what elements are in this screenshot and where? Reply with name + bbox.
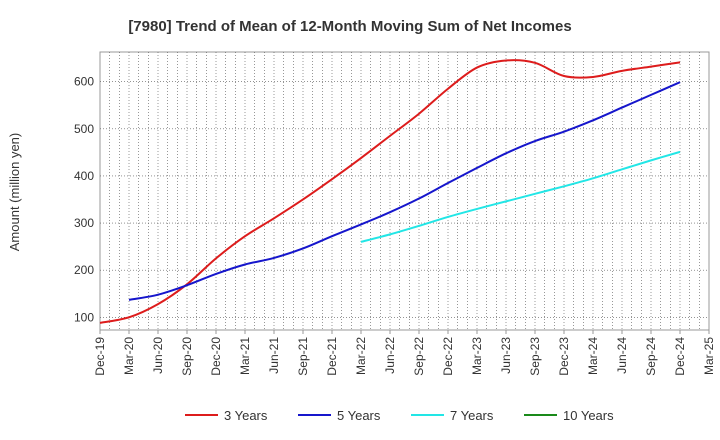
legend-label-5-years: 5 Years: [337, 408, 381, 423]
series-group: [99, 59, 681, 324]
x-tick-label: Dec-20: [209, 337, 223, 376]
series-line-7-years: [360, 150, 681, 243]
x-tick-label: Dec-23: [557, 337, 571, 376]
x-tick-label: Mar-23: [470, 337, 484, 375]
x-tick-label: Dec-22: [441, 337, 455, 376]
chart-title: [7980] Trend of Mean of 12-Month Moving …: [128, 18, 571, 35]
axes: 100 200 300 400 500 600 Dec-19 Mar-20 Jun-20 Sep-…: [74, 75, 716, 376]
legend: 3 Years 5 Years 7 Years 10 Years: [185, 408, 614, 423]
y-tick-label: 400: [74, 169, 94, 183]
grid: [99, 51, 710, 331]
y-tick-label: 500: [74, 122, 94, 136]
x-tick-label: Sep-20: [180, 337, 194, 376]
x-tick-label: Jun-20: [151, 337, 165, 374]
plot-area: [99, 51, 710, 331]
x-tick-label: Dec-19: [93, 337, 107, 376]
x-tick-label: Jun-23: [499, 337, 513, 374]
x-tick-label: Dec-24: [673, 337, 687, 376]
x-tick-label: Mar-24: [586, 337, 600, 375]
legend-label-3-years: 3 Years: [224, 408, 268, 423]
legend-label-10-years: 10 Years: [563, 408, 614, 423]
x-tick-label: Dec-21: [325, 337, 339, 376]
legend-label-7-years: 7 Years: [450, 408, 494, 423]
y-tick-label: 200: [74, 263, 94, 277]
x-tick-label: Mar-20: [122, 337, 136, 375]
x-tick-label: Mar-22: [354, 337, 368, 375]
y-tick-label: 300: [74, 216, 94, 230]
x-tick-label: Jun-22: [383, 337, 397, 374]
y-axis-label: Amount (million yen): [7, 133, 22, 252]
x-tick-label: Sep-21: [296, 337, 310, 376]
x-tick-label: Mar-21: [238, 337, 252, 375]
x-tick-label: Mar-25: [702, 337, 716, 375]
x-tick-label: Sep-22: [412, 337, 426, 376]
x-tick-label: Jun-21: [267, 337, 281, 374]
y-tick-label: 100: [74, 310, 94, 324]
x-tick-label: Sep-23: [528, 337, 542, 376]
series-line-3-years: [99, 59, 681, 324]
x-tick-label: Sep-24: [644, 337, 658, 376]
x-tick-label: Jun-24: [615, 337, 629, 374]
y-tick-label: 600: [74, 75, 94, 89]
series-line-5-years: [128, 81, 681, 301]
